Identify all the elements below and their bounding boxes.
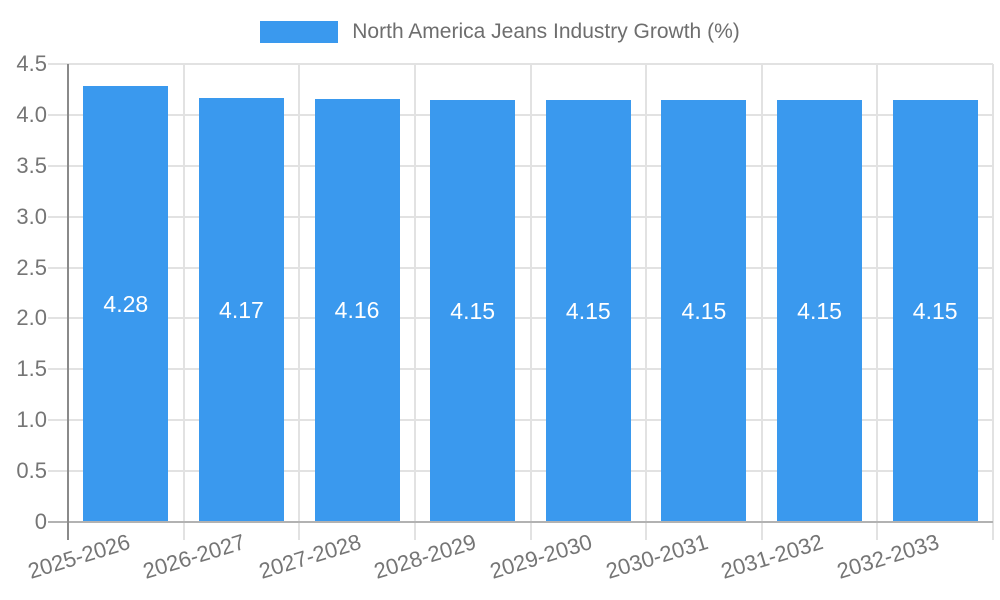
bar-value-label: 4.28	[103, 291, 149, 318]
x-axis-tick-label: 2030-2031	[602, 529, 711, 584]
bar[interactable]	[430, 99, 516, 521]
bar[interactable]	[545, 99, 631, 521]
y-axis-tick-label: 4.5	[16, 51, 47, 76]
bar-value-label: 4.16	[334, 297, 380, 324]
y-axis-tick-label: 3.0	[16, 203, 47, 229]
x-axis-tick-label: 2027-2028	[255, 529, 364, 584]
horizontal-gridline	[48, 470, 993, 473]
x-axis-baseline	[48, 521, 993, 523]
bar[interactable]	[661, 99, 747, 521]
horizontal-gridline	[48, 63, 993, 65]
bar-value-label: 4.15	[450, 297, 496, 324]
bar[interactable]	[83, 86, 169, 521]
y-axis-tick-label: 2.0	[16, 305, 47, 331]
y-axis-tick-label: 0.5	[16, 458, 47, 484]
chart-legend[interactable]: North America Jeans Industry Growth (%)	[0, 20, 1000, 44]
bar[interactable]	[198, 97, 284, 521]
x-axis-tick-label: 2026-2027	[140, 529, 249, 584]
horizontal-gridline	[48, 215, 993, 218]
bar[interactable]	[892, 99, 978, 521]
y-axis-tick-label: 1.5	[16, 356, 47, 382]
legend-label: North America Jeans Industry Growth (%)	[352, 20, 740, 43]
bar-value-label: 4.15	[912, 297, 958, 324]
vertical-gridline	[413, 64, 416, 540]
vertical-gridline	[182, 64, 185, 540]
vertical-gridline	[760, 64, 763, 540]
x-axis-tick-label: 2031-2032	[718, 529, 827, 584]
vertical-gridline	[876, 64, 879, 540]
bar[interactable]	[314, 98, 400, 521]
y-axis-tick-label: 1.0	[16, 407, 47, 433]
x-axis-tick-label: 2029-2030	[487, 529, 596, 584]
horizontal-gridline	[48, 164, 993, 167]
bar-value-label: 4.17	[219, 296, 264, 323]
vertical-gridline	[992, 64, 994, 540]
bar-value-label: 4.15	[681, 297, 727, 324]
bar-value-label: 4.15	[565, 297, 611, 324]
legend-swatch-icon	[260, 21, 339, 43]
vertical-gridline	[645, 64, 648, 540]
x-axis-tick-label: 2028-2029	[371, 529, 480, 584]
bar[interactable]	[777, 99, 863, 521]
y-axis-tick-label: 2.5	[16, 254, 47, 280]
vertical-gridline	[298, 64, 301, 540]
x-axis-tick-label: 2032-2033	[833, 529, 942, 584]
horizontal-gridline	[48, 113, 993, 116]
y-axis-line	[67, 64, 69, 540]
horizontal-gridline	[48, 266, 993, 269]
y-axis-tick-label: 0	[34, 509, 47, 534]
y-axis-tick-label: 4.0	[16, 101, 47, 127]
horizontal-gridline	[48, 368, 993, 371]
x-axis-tick-label: 2025-2026	[24, 529, 133, 584]
horizontal-gridline	[48, 317, 993, 320]
bar-value-label: 4.15	[797, 297, 842, 324]
y-axis-tick-label: 3.5	[16, 152, 47, 178]
horizontal-gridline	[48, 419, 993, 422]
vertical-gridline	[529, 64, 532, 540]
